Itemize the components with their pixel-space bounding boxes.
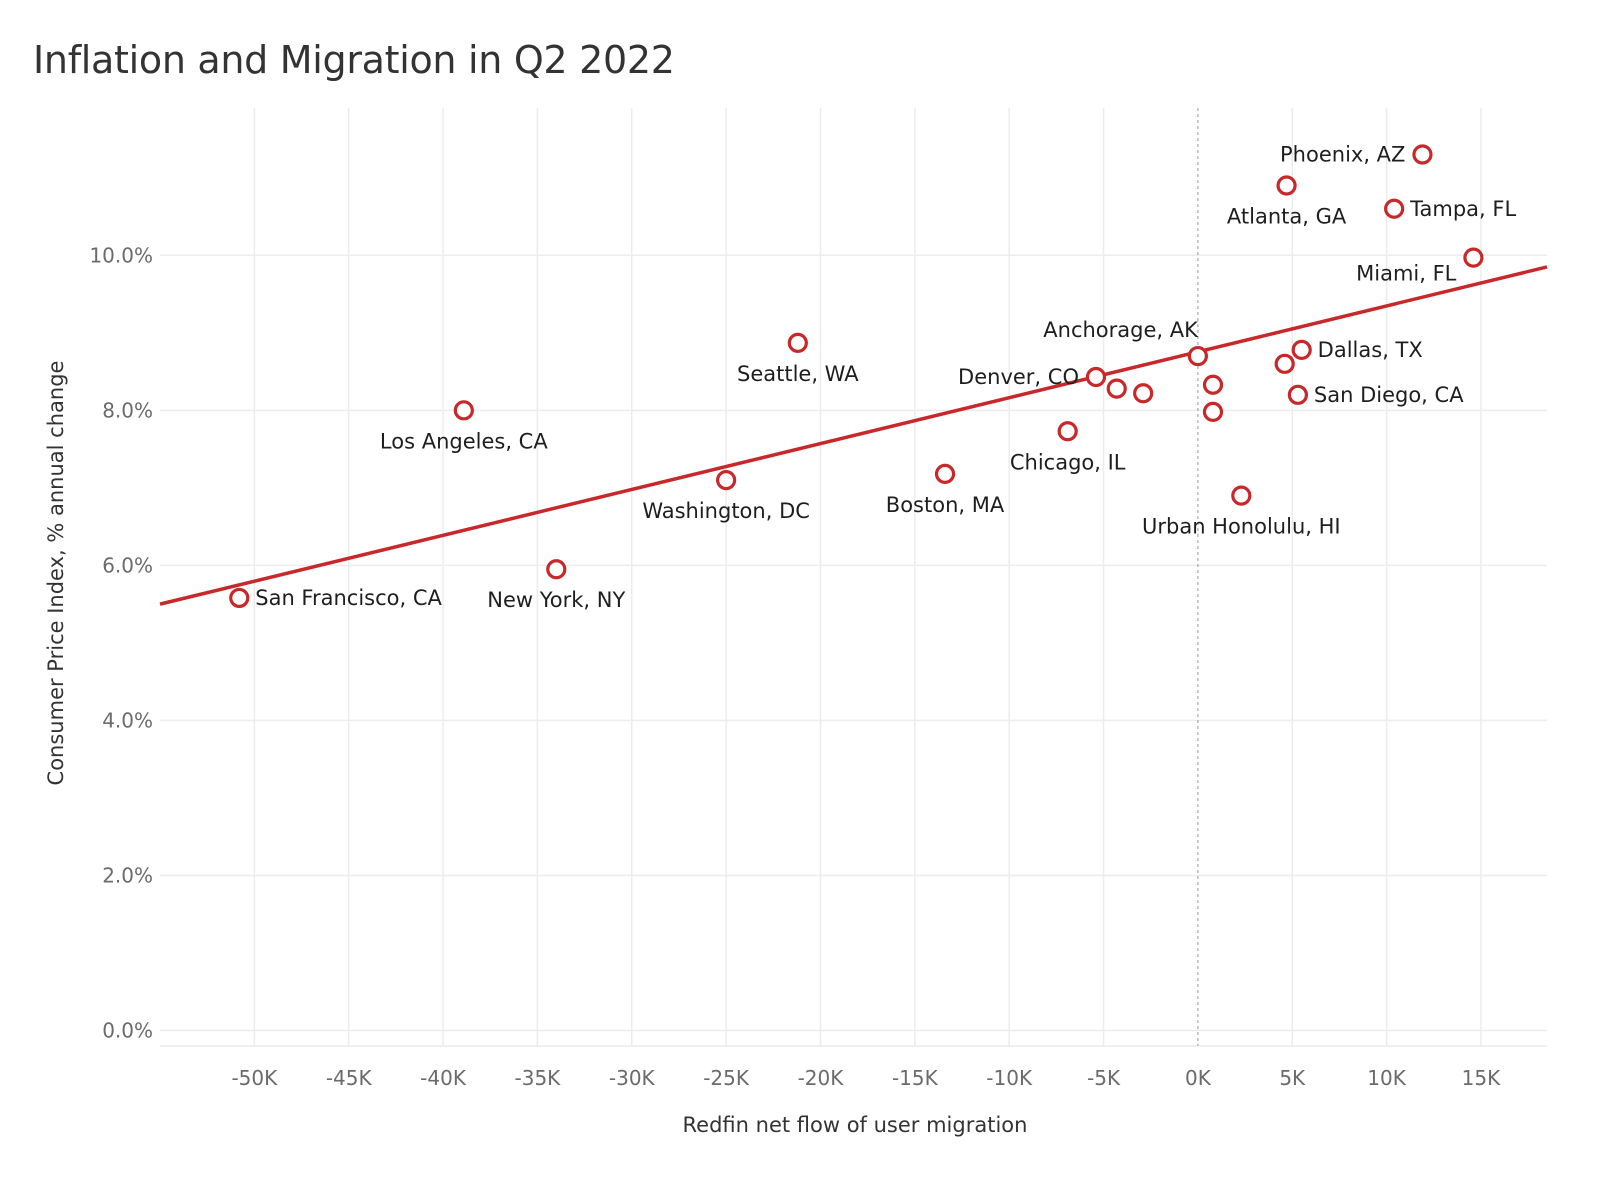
point-label: Anchorage, AK bbox=[1043, 318, 1199, 342]
point-label: Seattle, WA bbox=[737, 362, 859, 386]
trend-line bbox=[159, 265, 1548, 606]
x-tick-label: -15K bbox=[892, 1066, 939, 1090]
data-point bbox=[1133, 383, 1154, 404]
data-point bbox=[787, 332, 808, 353]
x-tick-label: 10K bbox=[1367, 1066, 1406, 1090]
data-point bbox=[716, 469, 737, 491]
x-tick-label: -30K bbox=[609, 1066, 656, 1090]
y-tick-label: 8.0% bbox=[102, 398, 153, 422]
point-label: Dallas, TX bbox=[1318, 338, 1423, 362]
x-tick-label: -50K bbox=[231, 1066, 278, 1090]
x-tick-label: -20K bbox=[798, 1066, 845, 1090]
data-point bbox=[1291, 339, 1312, 360]
x-tick-label: 15K bbox=[1462, 1066, 1501, 1090]
point-label: Atlanta, GA bbox=[1227, 205, 1347, 229]
point-label: New York, NY bbox=[487, 588, 625, 612]
point-label: Washington, DC bbox=[642, 499, 810, 523]
point-label: Los Angeles, CA bbox=[380, 429, 548, 453]
data-point bbox=[1287, 384, 1309, 405]
point-label: Denver, CO bbox=[958, 365, 1079, 389]
x-tick-label: -40K bbox=[420, 1066, 467, 1090]
point-label: Phoenix, AZ bbox=[1280, 143, 1405, 167]
x-tick-label: 0K bbox=[1185, 1066, 1212, 1090]
data-point bbox=[1057, 421, 1078, 442]
x-tick-label: -25K bbox=[703, 1066, 750, 1090]
x-tick-label: -5K bbox=[1087, 1066, 1121, 1090]
label-layer: Phoenix, AZ Atlanta, GA Tampa, FL Miami, FL… bbox=[255, 143, 1516, 613]
y-tick-label: 10.0% bbox=[89, 243, 153, 267]
chart-title: Inflation and Migration in Q2 2022 bbox=[33, 38, 675, 82]
data-point bbox=[1202, 374, 1224, 395]
point-label: Miami, FL bbox=[1356, 262, 1457, 286]
data-point bbox=[1274, 353, 1295, 374]
data-point bbox=[1231, 485, 1252, 506]
data-point bbox=[1384, 198, 1405, 219]
point-label: Chicago, IL bbox=[1010, 450, 1126, 474]
point-label: San Francisco, CA bbox=[255, 586, 442, 610]
y-tick-label: 2.0% bbox=[102, 863, 153, 887]
data-point bbox=[1106, 378, 1127, 399]
x-axis-title: Redfin net flow of user migration bbox=[683, 1113, 1028, 1137]
data-point bbox=[453, 400, 474, 421]
axis-layer: -50K -45K -40K -35K -30K -25K -20K -15K -10K -5K 0… bbox=[89, 243, 1501, 1090]
point-label: Tampa, FL bbox=[1409, 197, 1516, 221]
point-label: San Diego, CA bbox=[1314, 383, 1464, 407]
point-layer bbox=[229, 144, 1484, 609]
y-tick-label: 4.0% bbox=[102, 708, 153, 732]
x-tick-label: 5K bbox=[1279, 1066, 1306, 1090]
data-point bbox=[1202, 401, 1224, 422]
data-point bbox=[1463, 247, 1484, 268]
data-point bbox=[934, 463, 956, 484]
data-point bbox=[1412, 144, 1433, 165]
y-axis-title: Consumer Price Index, % annual change bbox=[44, 361, 68, 786]
data-point bbox=[1085, 366, 1107, 388]
x-tick-label: -10K bbox=[986, 1066, 1033, 1090]
trend-layer bbox=[159, 265, 1548, 606]
data-point bbox=[1276, 175, 1297, 196]
point-label: Urban Honolulu, HI bbox=[1142, 515, 1341, 539]
point-label: Boston, MA bbox=[886, 493, 1005, 517]
y-tick-label: 0.0% bbox=[102, 1018, 153, 1042]
data-point bbox=[546, 559, 567, 580]
data-point bbox=[1187, 345, 1208, 367]
grid-layer bbox=[160, 108, 1547, 1047]
x-tick-label: -45K bbox=[326, 1066, 373, 1090]
data-point bbox=[229, 587, 250, 609]
x-tick-label: -35K bbox=[515, 1066, 562, 1090]
y-tick-label: 6.0% bbox=[102, 553, 153, 577]
